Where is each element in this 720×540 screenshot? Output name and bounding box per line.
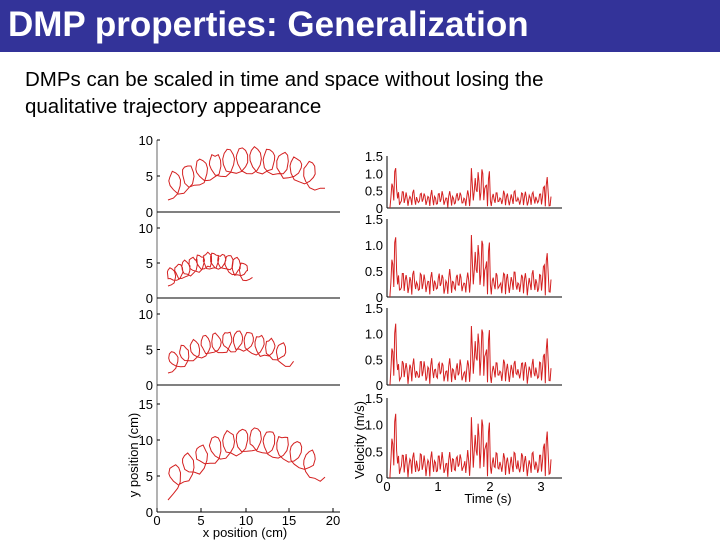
velocity-trace [389, 413, 552, 478]
x-tick-label: 15 [282, 513, 296, 528]
time-axis-label: Time (s) [464, 491, 511, 506]
velocity-y-tick-label: 1.5 [365, 391, 383, 406]
y-tick-label: 5 [146, 169, 153, 184]
y-tick-label: 10 [139, 133, 153, 148]
y-tick-label: 5 [146, 343, 153, 358]
y-tick-label: 10 [139, 221, 153, 236]
time-tick-label: 3 [537, 479, 544, 494]
body-text-line-2: qualitative trajectory appearance [25, 95, 322, 118]
velocity-y-tick-label: 0.5 [365, 352, 383, 367]
velocity-y-tick-label: 1.0 [365, 238, 383, 253]
slide-title: DMP properties: Generalization [8, 5, 529, 44]
velocity-trace [389, 234, 552, 297]
velocity-y-tick-label: 0 [376, 378, 383, 393]
velocity-trace [389, 323, 552, 385]
velocity-y-tick-label: 0.5 [365, 184, 383, 199]
y-axis-label: y position (cm) [126, 413, 141, 498]
y-tick-label: 0 [146, 205, 153, 220]
velocity-y-tick-label: 0 [376, 471, 383, 486]
body-text-line-1: DMPs can be scaled in time and space wit… [25, 68, 544, 91]
x-tick-label: 20 [326, 513, 340, 528]
velocity-y-tick-label: 1.5 [365, 301, 383, 316]
time-tick-label: 2 [486, 479, 493, 494]
handwriting-trace [167, 146, 325, 201]
velocity-y-tick-label: 0.5 [365, 444, 383, 459]
velocity-y-tick-label: 0 [376, 201, 383, 216]
y-tick-label: 10 [139, 433, 153, 448]
time-tick-label: 0 [383, 479, 390, 494]
velocity-y-tick-label: 1.5 [365, 149, 383, 164]
velocity-y-tick-label: 0 [376, 290, 383, 305]
y-tick-label: 5 [146, 256, 153, 271]
velocity-y-tick-label: 0.5 [365, 264, 383, 279]
velocity-y-tick-label: 1.0 [365, 418, 383, 433]
x-tick-label: 10 [239, 513, 253, 528]
velocity-y-tick-label: 1.5 [365, 212, 383, 227]
handwriting-trace [167, 427, 326, 501]
y-tick-label: 0 [146, 505, 153, 520]
x-axis-label: x position (cm) [203, 525, 288, 540]
velocity-axis-label: Velocity (m/s) [352, 401, 367, 479]
velocity-y-tick-label: 1.0 [365, 166, 383, 181]
y-tick-label: 0 [146, 291, 153, 306]
title-bar: DMP properties: Generalization [0, 0, 720, 52]
y-tick-label: 5 [146, 469, 153, 484]
handwriting-trace [166, 251, 253, 287]
velocity-y-tick-label: 1.0 [365, 327, 383, 342]
x-tick-label: 5 [197, 513, 204, 528]
y-tick-label: 10 [139, 307, 153, 322]
time-tick-label: 1 [434, 479, 441, 494]
x-tick-label: 0 [153, 513, 160, 528]
velocity-trace [389, 167, 552, 208]
y-tick-label: 15 [139, 397, 153, 412]
y-tick-label: 0 [146, 378, 153, 393]
handwriting-trace [167, 330, 295, 374]
